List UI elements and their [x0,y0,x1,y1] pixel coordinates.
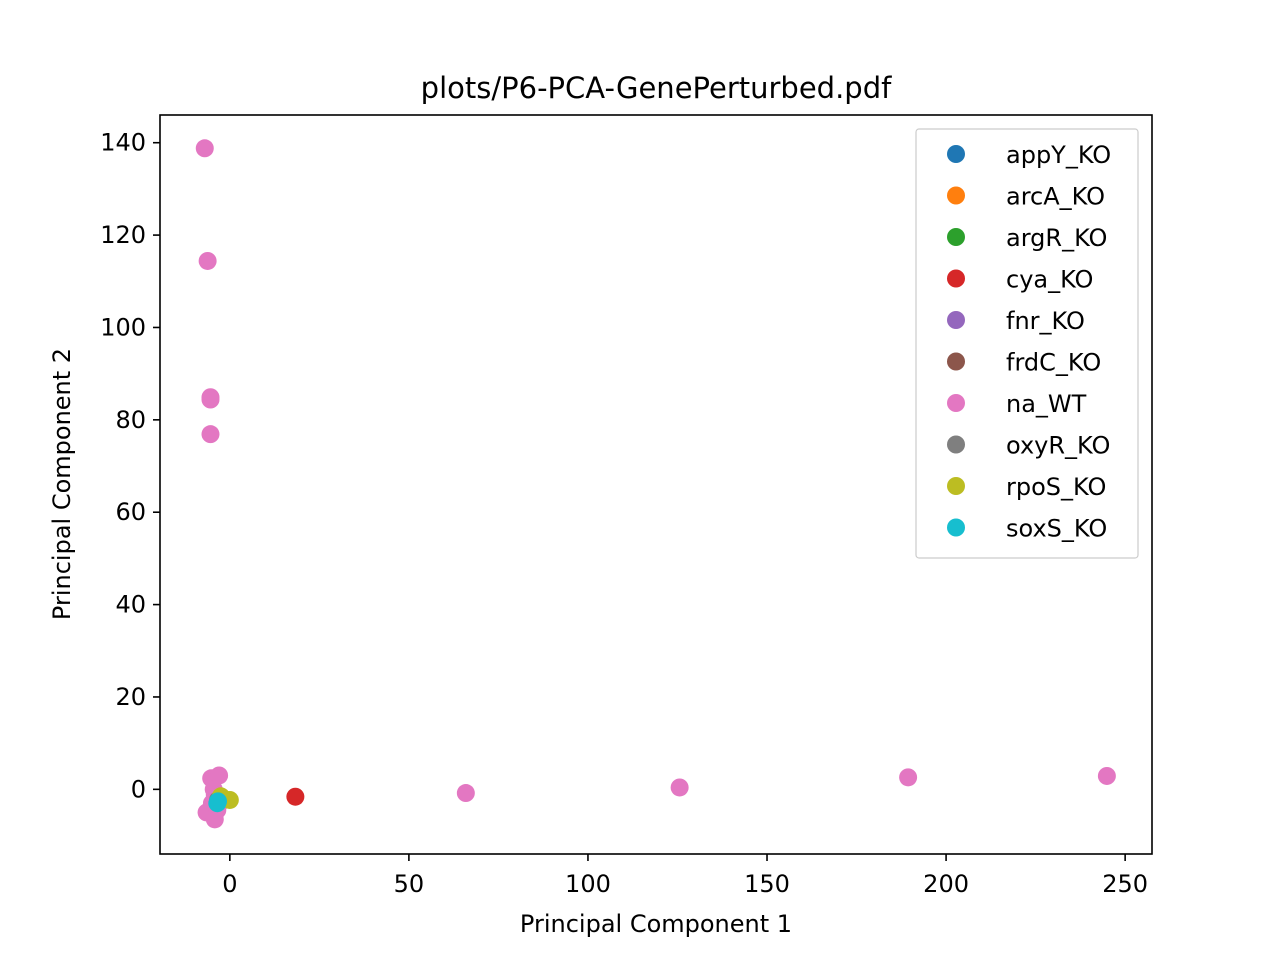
point-na-wt-18 [1097,766,1116,785]
legend-marker-argr-ko [947,228,965,246]
legend-marker-cya-ko [947,269,965,288]
x-axis: 0 50 100 150 200 250 [222,854,1148,898]
legend: appY_KO arcA_KO argR_KO cya_KO fnr_KO frdC_KO… [915,128,1139,559]
point-na-wt-15 [456,784,475,803]
y-tick-label-120: 120 [100,221,146,249]
legend-marker-frdc-ko [947,352,965,371]
x-axis-label: Principal Component 1 [520,910,792,938]
plot-frame [159,114,1153,855]
legend-label-na-wt: na_WT [1006,390,1087,418]
x-tick-label-200: 200 [923,870,969,898]
chart-title: plots/P6-PCA-GenePerturbed.pdf [421,71,892,105]
y-tick-label-20: 20 [115,683,146,711]
point-na-wt-1 [198,251,217,270]
legend-label-oxyr-ko: oxyR_KO [1006,432,1110,460]
y-axis: 0 20 40 60 80 100 120 140 [100,129,160,803]
series-cya-ko [286,787,305,806]
legend-label-cya-ko: cya_KO [1006,266,1093,294]
y-tick-label-100: 100 [100,313,146,341]
legend-label-appy-ko: appY_KO [1006,141,1111,169]
point-na-wt-0 [195,139,214,158]
legend-label-frdc-ko: frdC_KO [1006,349,1101,377]
legend-marker-oxyr-ko [947,435,965,454]
legend-label-fnr-ko: fnr_KO [1006,307,1085,335]
points-layer [195,139,1116,829]
x-tick-label-0: 0 [222,870,237,898]
y-tick-label-0: 0 [131,775,146,803]
legend-marker-rpos-ko [947,477,965,495]
point-na-wt-4 [201,425,220,444]
x-tick-label-250: 250 [1102,870,1148,898]
legend-marker-arca-ko [947,186,965,205]
point-na-wt-16 [670,778,689,797]
x-tick-label-150: 150 [744,870,790,898]
legend-marker-na-wt [947,394,965,412]
y-axis-label: Principal Component 2 [48,348,76,620]
legend-label-arca-ko: arcA_KO [1006,183,1105,211]
legend-marker-fnr-ko [947,311,965,329]
legend-label-rpos-ko: rpoS_KO [1006,473,1106,501]
legend-box [915,128,1139,559]
y-tick-label-40: 40 [115,591,146,619]
y-tick-label-60: 60 [115,498,146,526]
point-na-wt-17 [899,768,918,787]
series-soxs-ko [208,792,228,813]
point-na-wt-6 [210,766,229,785]
y-tick-label-140: 140 [100,129,146,157]
legend-marker-soxs-ko [947,518,965,537]
x-tick-label-100: 100 [565,870,611,898]
legend-marker-appy-ko [947,145,965,163]
x-tick-label-50: 50 [394,870,425,898]
point-soxs-ko-1 [208,794,227,813]
point-cya-ko-0 [286,787,305,806]
point-na-wt-3 [201,390,220,409]
legend-label-argr-ko: argR_KO [1006,224,1107,252]
y-tick-label-80: 80 [115,406,146,434]
legend-label-soxs-ko: soxS_KO [1006,515,1107,543]
